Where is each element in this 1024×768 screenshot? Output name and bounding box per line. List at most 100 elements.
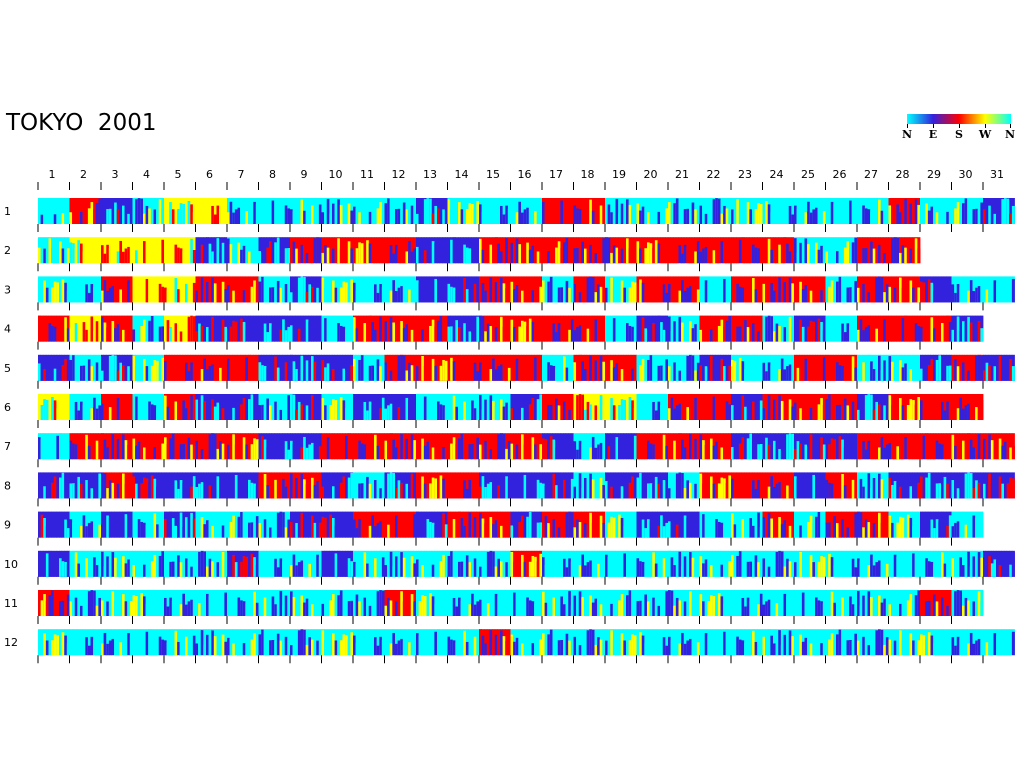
- day-cell: [652, 207, 656, 224]
- day-cell: [287, 326, 291, 342]
- day-cell: [736, 365, 740, 381]
- day-cell: [334, 238, 338, 264]
- day-cell: [610, 277, 614, 303]
- day-cell: [326, 247, 330, 264]
- day-cell: [38, 363, 42, 381]
- day-cell: [219, 441, 223, 460]
- day-cell: [124, 282, 128, 303]
- day-cell: [53, 368, 57, 381]
- day-cell: [140, 288, 144, 303]
- day-cell: [807, 201, 811, 224]
- day-cell: [917, 287, 921, 303]
- day-cell: [132, 251, 136, 264]
- day-cell: [59, 320, 63, 342]
- day-cell: [712, 199, 716, 224]
- day-cell: [636, 286, 640, 303]
- day-cell: [783, 327, 787, 342]
- day-cell: [174, 244, 178, 264]
- day-cell: [591, 370, 595, 381]
- day-cell: [114, 240, 118, 264]
- day-cell: [379, 394, 383, 420]
- day-cell: [106, 433, 110, 460]
- day-cell: [72, 278, 76, 303]
- day-cell: [240, 249, 244, 264]
- day-cell: [817, 366, 821, 381]
- day-cell: [245, 277, 249, 303]
- day-cell: [182, 287, 186, 303]
- day-cell: [599, 237, 603, 264]
- day-cell: [578, 325, 582, 342]
- day-cell: [880, 321, 884, 342]
- day-cell: [531, 245, 535, 264]
- day-cell: [460, 209, 464, 224]
- day-cell: [423, 237, 427, 264]
- day-cell: [40, 439, 44, 460]
- day-cell: [342, 368, 346, 381]
- day-cell: [476, 316, 480, 342]
- day-cell: [515, 212, 519, 224]
- x-tick-label: 29: [927, 168, 941, 181]
- day-cell: [221, 443, 225, 460]
- day-cell: [749, 357, 753, 381]
- day-cell: [557, 323, 561, 342]
- day-cell: [725, 320, 729, 342]
- row-label: 3: [4, 283, 11, 296]
- day-cell: [536, 330, 540, 342]
- day-cell: [381, 208, 385, 224]
- day-cell: [347, 203, 351, 224]
- day-cell: [326, 437, 330, 460]
- day-cell: [888, 205, 892, 224]
- day-cell: [549, 238, 553, 264]
- day-cell: [534, 329, 538, 342]
- day-cell: [683, 394, 687, 420]
- day-cell: [473, 241, 477, 264]
- day-cell: [305, 276, 309, 303]
- day-cell: [447, 247, 451, 264]
- day-cell: [421, 329, 425, 342]
- day-cell: [694, 237, 698, 264]
- day-cell: [589, 276, 593, 303]
- day-cell: [316, 402, 320, 420]
- day-cell: [707, 356, 711, 381]
- day-cell: [481, 198, 485, 224]
- day-cell: [221, 281, 225, 303]
- day-cell: [836, 362, 840, 381]
- day-cell: [216, 205, 220, 224]
- day-cell: [366, 240, 370, 264]
- day-cell: [547, 405, 551, 420]
- day-cell: [636, 241, 640, 264]
- day-cell: [691, 400, 695, 420]
- day-cell: [85, 394, 89, 420]
- day-cell: [213, 433, 217, 460]
- day-cell: [801, 326, 805, 342]
- day-cell: [570, 285, 574, 303]
- day-cell: [843, 332, 847, 342]
- day-cell: [418, 213, 422, 224]
- day-cell: [311, 205, 315, 224]
- day-cell: [521, 248, 525, 264]
- day-cell: [45, 287, 49, 303]
- day-cell: [589, 355, 593, 381]
- day-cell: [114, 400, 118, 420]
- day-cell: [77, 446, 81, 460]
- day-cell: [206, 433, 210, 460]
- day-cell: [702, 248, 706, 264]
- day-cell: [150, 248, 154, 264]
- day-cell: [460, 433, 464, 460]
- day-cell: [468, 282, 472, 303]
- day-cell: [274, 288, 278, 303]
- day-cell: [279, 204, 283, 224]
- day-cell: [757, 203, 761, 224]
- day-cell: [355, 365, 359, 381]
- day-cell: [444, 394, 448, 420]
- day-cell: [723, 366, 727, 381]
- day-cell: [526, 242, 530, 264]
- day-cell: [40, 405, 44, 420]
- day-cell: [423, 316, 427, 342]
- day-cell: [164, 327, 168, 342]
- day-cell: [584, 330, 588, 342]
- day-cell: [720, 241, 724, 264]
- day-cell: [948, 199, 952, 224]
- day-cell: [925, 320, 929, 342]
- day-cell: [820, 364, 824, 381]
